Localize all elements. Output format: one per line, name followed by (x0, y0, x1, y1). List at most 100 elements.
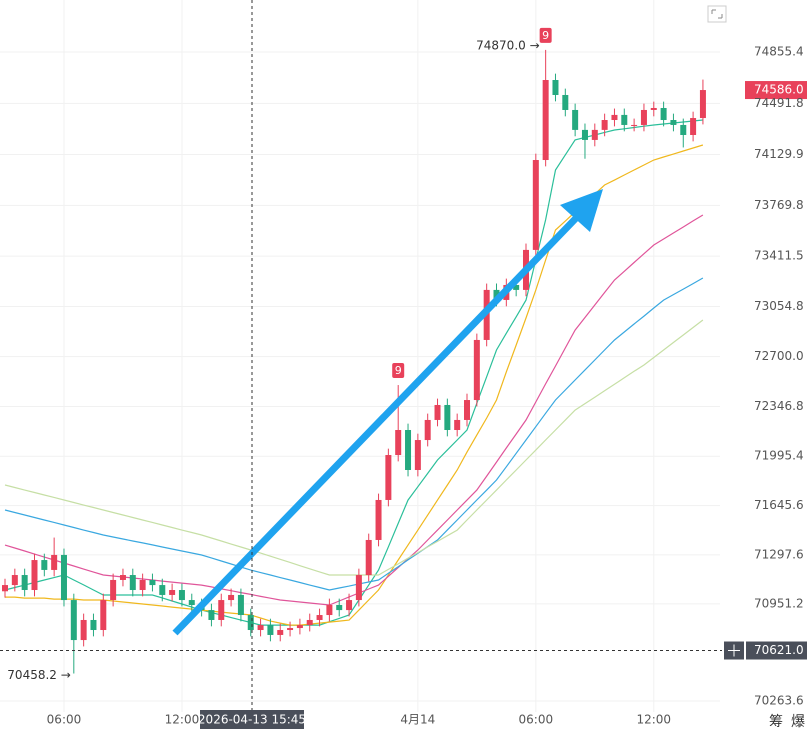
candle-body (31, 560, 38, 591)
candle-body (375, 499, 382, 540)
y-tick-label: 74129.9 (754, 147, 804, 161)
candle-body (110, 579, 117, 601)
x-tick-label: 06:00 (519, 713, 554, 727)
candle-body (355, 575, 362, 601)
candle-body (434, 404, 441, 420)
candle-body (601, 120, 608, 130)
candle-body (326, 604, 333, 616)
candle-body (454, 419, 461, 430)
last-price-label: 74586.0 (754, 83, 804, 97)
last-price-box (745, 81, 807, 100)
trend-arrow-head (560, 189, 603, 232)
y-tick-label: 73769.8 (754, 198, 804, 212)
x-tick-label: 12:00 (165, 713, 200, 727)
candle-body (572, 109, 579, 130)
candle-body (385, 455, 392, 500)
candle-body (405, 429, 412, 471)
candle-body (640, 109, 647, 125)
candle-body (464, 400, 471, 420)
candle-body (51, 554, 58, 570)
candle-body (267, 625, 274, 635)
candle-body (70, 600, 77, 641)
candle-body (159, 585, 166, 595)
y-tick-label: 74491.8 (754, 96, 804, 110)
low-note: 70458.2 → (7, 668, 71, 682)
candle-body (414, 440, 421, 471)
x-tick-label: 4月14 (400, 713, 435, 727)
candle-body (670, 120, 677, 125)
fullscreen-icon[interactable] (707, 5, 727, 23)
candle-body (188, 600, 195, 605)
candle-body (444, 404, 451, 430)
candle-body (11, 575, 18, 586)
y-tick-label: 71297.6 (754, 547, 804, 561)
y-tick-label: 71995.4 (754, 449, 804, 463)
candle-body (178, 590, 185, 601)
candle-body (660, 107, 667, 121)
candle-body (287, 628, 294, 631)
candle-body (591, 129, 598, 140)
crosshair-time-box (200, 710, 304, 729)
candle-body (650, 107, 657, 110)
candle-body (119, 575, 126, 580)
corner-label[interactable]: 爆 (791, 714, 805, 730)
candle-body (41, 560, 48, 570)
candle-body (257, 625, 264, 631)
candles (2, 49, 706, 674)
grid (0, 0, 720, 712)
candle-body (100, 600, 107, 631)
candle-body (60, 554, 67, 601)
signal-label: 9 (542, 29, 549, 42)
y-tick-label: 72700.0 (754, 349, 804, 363)
candle-body (680, 124, 687, 135)
candle-body (621, 114, 628, 125)
y-tick-label: 71645.6 (754, 498, 804, 512)
crosshair-price-label: 70621.0 (754, 643, 804, 657)
candle-body (21, 575, 28, 591)
x-tick-label: 06:00 (47, 713, 82, 727)
y-tick-label: 70951.2 (754, 596, 804, 610)
candle-body (139, 579, 146, 591)
candle-body (513, 284, 520, 290)
signal-label: 9 (395, 364, 402, 377)
candle-body (129, 575, 136, 591)
candle-body (316, 615, 323, 620)
candle-body (208, 610, 215, 620)
ma-line (4, 277, 704, 591)
crosshair-price-box (746, 641, 807, 660)
y-tick-label: 70263.6 (754, 694, 804, 708)
candle-body (562, 94, 569, 110)
y-tick-label: 73411.5 (754, 249, 804, 263)
candle-body (493, 289, 500, 300)
candle-body (336, 604, 343, 611)
candle-body (473, 339, 480, 401)
candle-body (690, 118, 697, 135)
candle-body (149, 579, 156, 586)
crosshair-plus-glyph (728, 644, 740, 657)
candle-body (228, 594, 235, 601)
trend-arrow-shaft (172, 211, 583, 636)
y-tick-label: 72346.8 (754, 399, 804, 413)
ma-line (4, 319, 704, 576)
signal-badge (539, 27, 552, 43)
candle-body (2, 585, 8, 592)
candle-body (532, 160, 539, 250)
candle-body (365, 539, 372, 576)
crosshair-time-label: 2026-04-13 15:45 (198, 713, 306, 727)
corner-label[interactable]: 筹 (769, 713, 783, 730)
candle-body (424, 419, 431, 441)
candle-body (277, 630, 284, 635)
candle-body (631, 124, 638, 126)
x-tick-label: 12:00 (636, 713, 671, 727)
candle-body (346, 600, 353, 611)
candle-body (218, 600, 225, 620)
y-tick-label: 73054.8 (754, 299, 804, 313)
candle-body (542, 80, 549, 161)
candle-body (237, 594, 244, 616)
y-tick-label: 74855.4 (754, 44, 804, 58)
candle-body (699, 90, 706, 119)
candle-body (247, 615, 254, 631)
fullscreen-glyph (711, 9, 723, 19)
candle-body (296, 625, 303, 629)
